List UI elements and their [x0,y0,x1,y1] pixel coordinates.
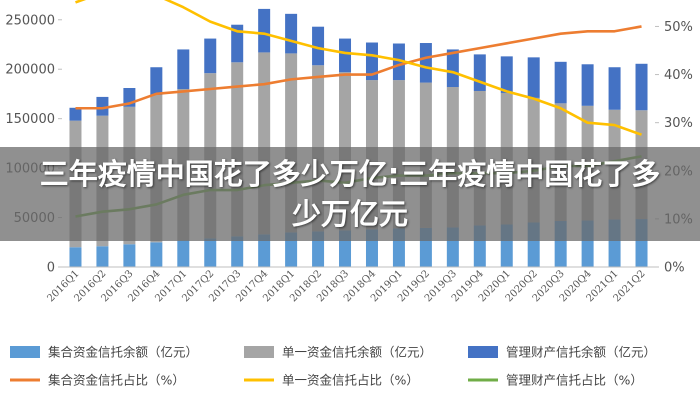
bar-collective-2017Q2 [204,238,217,267]
right-tick-label: 30% [664,116,693,131]
bar-collective-2017Q4 [258,234,271,267]
bar-property-2016Q1 [69,107,82,121]
bar-property-2016Q4 [150,67,163,95]
legend-collective-share: 集合资金信托占比（%） [10,373,185,388]
right-tick-label: 0% [664,261,685,276]
bar-property-2017Q2 [204,38,217,74]
legend: 集合资金信托余额（亿元） 单一资金信托余额（亿元） 管理财产信托余额（亿元） 集合资金… [10,345,656,388]
bar-collective-2018Q1 [285,232,298,267]
x-axis-ticks: 2016Q12016Q22016Q32016Q42017Q12017Q22017… [46,268,648,304]
legend-collective-balance: 集合资金信托余额（亿元） [10,345,198,360]
legend-property-balance: 管理财产信托余额（亿元） [468,345,656,360]
bar-property-2018Q1 [285,13,298,54]
title-banner: 三年疫情中国花了多少万亿:三年疫情中国花了多少万亿元 [0,147,700,241]
right-tick-label: 40% [664,68,693,83]
legend-swatch [10,346,40,358]
bar-collective-2016Q2 [96,246,109,267]
line-collective-share [75,25,642,110]
left-tick-label: 150000 [5,112,55,127]
legend-swatch [244,346,274,358]
bar-property-2017Q1 [177,49,190,89]
left-tick-label: 200000 [5,63,55,78]
bar-property-2020Q4 [581,64,594,106]
legend-property-share: 管理财产信托占比（%） [468,373,643,388]
bar-collective-2017Q3 [231,236,244,267]
bar-property-2017Q3 [231,24,244,63]
bar-property-2018Q2 [312,26,325,66]
bar-property-2020Q2 [527,57,540,98]
bar-property-2018Q4 [365,42,378,81]
bar-property-2020Q1 [500,56,513,93]
bar-property-2020Q3 [554,61,567,104]
legend-swatch [468,346,498,358]
legend-single-balance: 单一资金信托余额（亿元） [244,345,432,360]
legend-label: 管理财产信托余额（亿元） [506,345,656,360]
legend-label: 管理财产信托占比（%） [506,373,643,388]
bar-collective-2016Q3 [123,244,136,267]
bar-property-2019Q2 [419,43,432,83]
legend-label: 单一资金信托余额（亿元） [282,345,432,360]
overlay-title: 三年疫情中国花了多少万亿:三年疫情中国花了多少万亿元 [39,157,661,231]
bar-collective-2017Q1 [177,240,190,267]
left-tick-label: 250000 [5,13,55,28]
bar-property-2019Q4 [473,54,486,91]
bar-property-2017Q4 [258,8,271,53]
bar-property-2018Q3 [339,38,352,73]
right-tick-label: 50% [664,20,693,35]
bar-collective-2016Q4 [150,242,163,267]
bar-property-2021Q2 [635,63,648,111]
bar-property-2016Q2 [96,96,109,116]
legend-label: 单一资金信托占比（%） [282,373,419,388]
bar-property-2019Q3 [446,49,459,88]
line-single-share [75,0,642,136]
bar-property-2019Q1 [392,43,405,81]
bar-property-2021Q1 [608,67,621,110]
legend-label: 集合资金信托余额（亿元） [48,345,198,360]
legend-label: 集合资金信托占比（%） [48,373,185,388]
left-tick-label: 0 [47,261,55,276]
bar-collective-2016Q1 [69,247,82,267]
legend-single-share: 单一资金信托占比（%） [244,373,419,388]
